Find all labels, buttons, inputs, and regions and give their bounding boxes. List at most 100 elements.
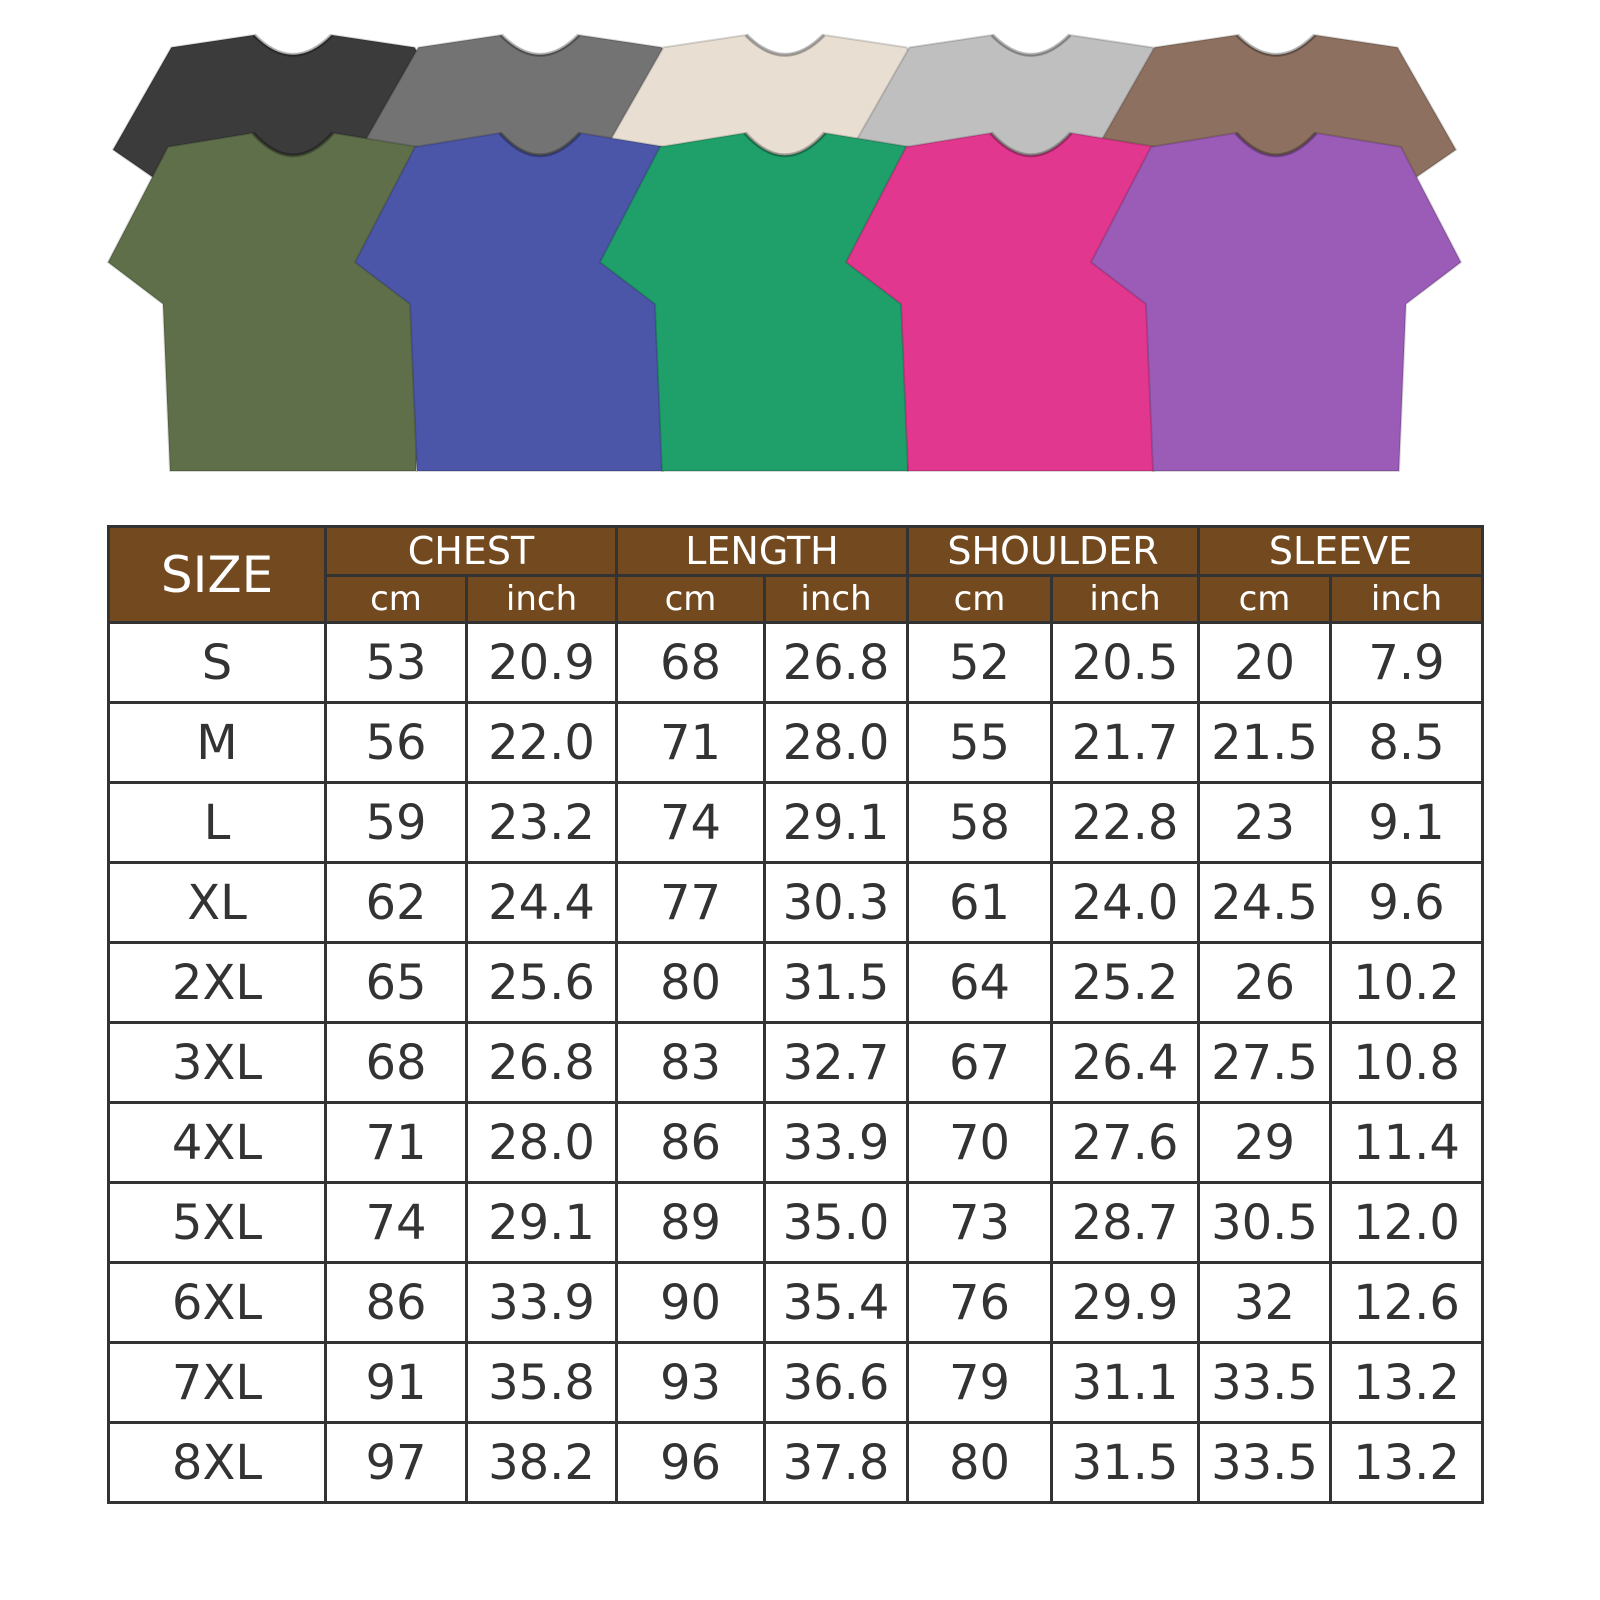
shirt-collar bbox=[744, 33, 826, 57]
measurement-cell: 96 bbox=[615, 1421, 766, 1504]
table-row: 7XL 91 35.8 93 36.6 79 31.1 33.5 13.2 bbox=[107, 1341, 1484, 1424]
shirt-collar bbox=[990, 33, 1072, 57]
measurement-cell: 10.2 bbox=[1329, 941, 1484, 1024]
measurement-cell: 28.7 bbox=[1050, 1181, 1200, 1264]
unit-header-inch: inch bbox=[1050, 574, 1200, 624]
size-cell: XL bbox=[107, 861, 327, 944]
size-cell: 4XL bbox=[107, 1101, 327, 1184]
measurement-cell: 22.8 bbox=[1050, 781, 1200, 864]
measurement-cell: 97 bbox=[324, 1421, 468, 1504]
group-header-shoulder: SHOULDER bbox=[906, 525, 1200, 577]
measurement-cell: 9.6 bbox=[1329, 861, 1484, 944]
measurement-cell: 31.5 bbox=[1050, 1421, 1200, 1504]
measurement-cell: 59 bbox=[324, 781, 468, 864]
shirt-collar bbox=[252, 33, 334, 57]
size-cell: 2XL bbox=[107, 941, 327, 1024]
table-row: S 53 20.9 68 26.8 52 20.5 20 7.9 bbox=[107, 621, 1484, 704]
table-row: XL 62 24.4 77 30.3 61 24.0 24.5 9.6 bbox=[107, 861, 1484, 944]
measurement-cell: 25.6 bbox=[465, 941, 618, 1024]
measurement-cell: 32.7 bbox=[763, 1021, 909, 1104]
measurement-cell: 29 bbox=[1197, 1101, 1332, 1184]
measurement-cell: 21.7 bbox=[1050, 701, 1200, 784]
tshirt-color-swatches bbox=[106, 33, 1463, 472]
measurement-cell: 20.9 bbox=[465, 621, 618, 704]
measurement-cell: 26 bbox=[1197, 941, 1332, 1024]
measurement-cell: 61 bbox=[906, 861, 1053, 944]
measurement-cell: 67 bbox=[906, 1021, 1053, 1104]
measurement-cell: 12.6 bbox=[1329, 1261, 1484, 1344]
measurement-cell: 8.5 bbox=[1329, 701, 1484, 784]
size-cell: 7XL bbox=[107, 1341, 327, 1424]
measurement-cell: 26.4 bbox=[1050, 1021, 1200, 1104]
measurement-cell: 91 bbox=[324, 1341, 468, 1424]
shirt-collar bbox=[743, 131, 827, 158]
table-row: 3XL 68 26.8 83 32.7 67 26.4 27.5 10.8 bbox=[107, 1021, 1484, 1104]
measurement-cell: 29.9 bbox=[1050, 1261, 1200, 1344]
measurement-cell: 68 bbox=[324, 1021, 468, 1104]
measurement-cell: 30.5 bbox=[1197, 1181, 1332, 1264]
shirt-collar bbox=[498, 131, 582, 158]
measurement-cell: 90 bbox=[615, 1261, 766, 1344]
measurement-cell: 64 bbox=[906, 941, 1053, 1024]
shirt-collar bbox=[499, 33, 581, 57]
measurement-cell: 79 bbox=[906, 1341, 1053, 1424]
size-chart-table: SIZE CHEST LENGTH SHOULDER SLEEVE cm inch cm inc… bbox=[107, 525, 1484, 1504]
shirt-collar bbox=[1235, 33, 1317, 57]
size-column-header: SIZE bbox=[107, 525, 327, 624]
unit-header-cm: cm bbox=[1197, 574, 1332, 624]
measurement-cell: 37.8 bbox=[763, 1421, 909, 1504]
measurement-cell: 29.1 bbox=[763, 781, 909, 864]
measurement-cell: 23 bbox=[1197, 781, 1332, 864]
measurement-cell: 31.1 bbox=[1050, 1341, 1200, 1424]
measurement-cell: 10.8 bbox=[1329, 1021, 1484, 1104]
measurement-cell: 21.5 bbox=[1197, 701, 1332, 784]
table-row: 4XL 71 28.0 86 33.9 70 27.6 29 11.4 bbox=[107, 1101, 1484, 1184]
shirt-collar bbox=[1234, 131, 1318, 158]
measurement-cell: 73 bbox=[906, 1181, 1053, 1264]
measurement-cell: 86 bbox=[324, 1261, 468, 1344]
measurement-cell: 26.8 bbox=[465, 1021, 618, 1104]
unit-header-cm: cm bbox=[615, 574, 766, 624]
size-cell: L bbox=[107, 781, 327, 864]
group-header-chest: CHEST bbox=[324, 525, 618, 577]
measurement-cell: 80 bbox=[615, 941, 766, 1024]
unit-header-cm: cm bbox=[906, 574, 1053, 624]
measurement-cell: 56 bbox=[324, 701, 468, 784]
measurement-cell: 38.2 bbox=[465, 1421, 618, 1504]
measurement-cell: 20 bbox=[1197, 621, 1332, 704]
measurement-cell: 13.2 bbox=[1329, 1421, 1484, 1504]
measurement-cell: 9.1 bbox=[1329, 781, 1484, 864]
measurement-cell: 35.8 bbox=[465, 1341, 618, 1424]
measurement-cell: 33.9 bbox=[465, 1261, 618, 1344]
measurement-cell: 24.4 bbox=[465, 861, 618, 944]
measurement-cell: 26.8 bbox=[763, 621, 909, 704]
table-row: M 56 22.0 71 28.0 55 21.7 21.5 8.5 bbox=[107, 701, 1484, 784]
size-cell: 3XL bbox=[107, 1021, 327, 1104]
measurement-cell: 74 bbox=[615, 781, 766, 864]
measurement-cell: 27.5 bbox=[1197, 1021, 1332, 1104]
group-header-sleeve: SLEEVE bbox=[1197, 525, 1484, 577]
measurement-cell: 23.2 bbox=[465, 781, 618, 864]
unit-header-inch: inch bbox=[763, 574, 909, 624]
measurement-cell: 31.5 bbox=[763, 941, 909, 1024]
measurement-cell: 58 bbox=[906, 781, 1053, 864]
measurement-cell: 30.3 bbox=[763, 861, 909, 944]
measurement-cell: 62 bbox=[324, 861, 468, 944]
table-row: 6XL 86 33.9 90 35.4 76 29.9 32 12.6 bbox=[107, 1261, 1484, 1344]
measurement-cell: 70 bbox=[906, 1101, 1053, 1184]
measurement-cell: 33.5 bbox=[1197, 1421, 1332, 1504]
measurement-cell: 65 bbox=[324, 941, 468, 1024]
measurement-cell: 11.4 bbox=[1329, 1101, 1484, 1184]
group-header-length: LENGTH bbox=[615, 525, 909, 577]
unit-header-inch: inch bbox=[465, 574, 618, 624]
measurement-cell: 7.9 bbox=[1329, 621, 1484, 704]
measurement-cell: 36.6 bbox=[763, 1341, 909, 1424]
size-cell: 5XL bbox=[107, 1181, 327, 1264]
table-row: 5XL 74 29.1 89 35.0 73 28.7 30.5 12.0 bbox=[107, 1181, 1484, 1264]
unit-header-cm: cm bbox=[324, 574, 468, 624]
measurement-cell: 52 bbox=[906, 621, 1053, 704]
shirt-collar bbox=[989, 131, 1073, 158]
measurement-cell: 20.5 bbox=[1050, 621, 1200, 704]
unit-header-inch: inch bbox=[1329, 574, 1484, 624]
shirt-collar bbox=[251, 131, 335, 158]
